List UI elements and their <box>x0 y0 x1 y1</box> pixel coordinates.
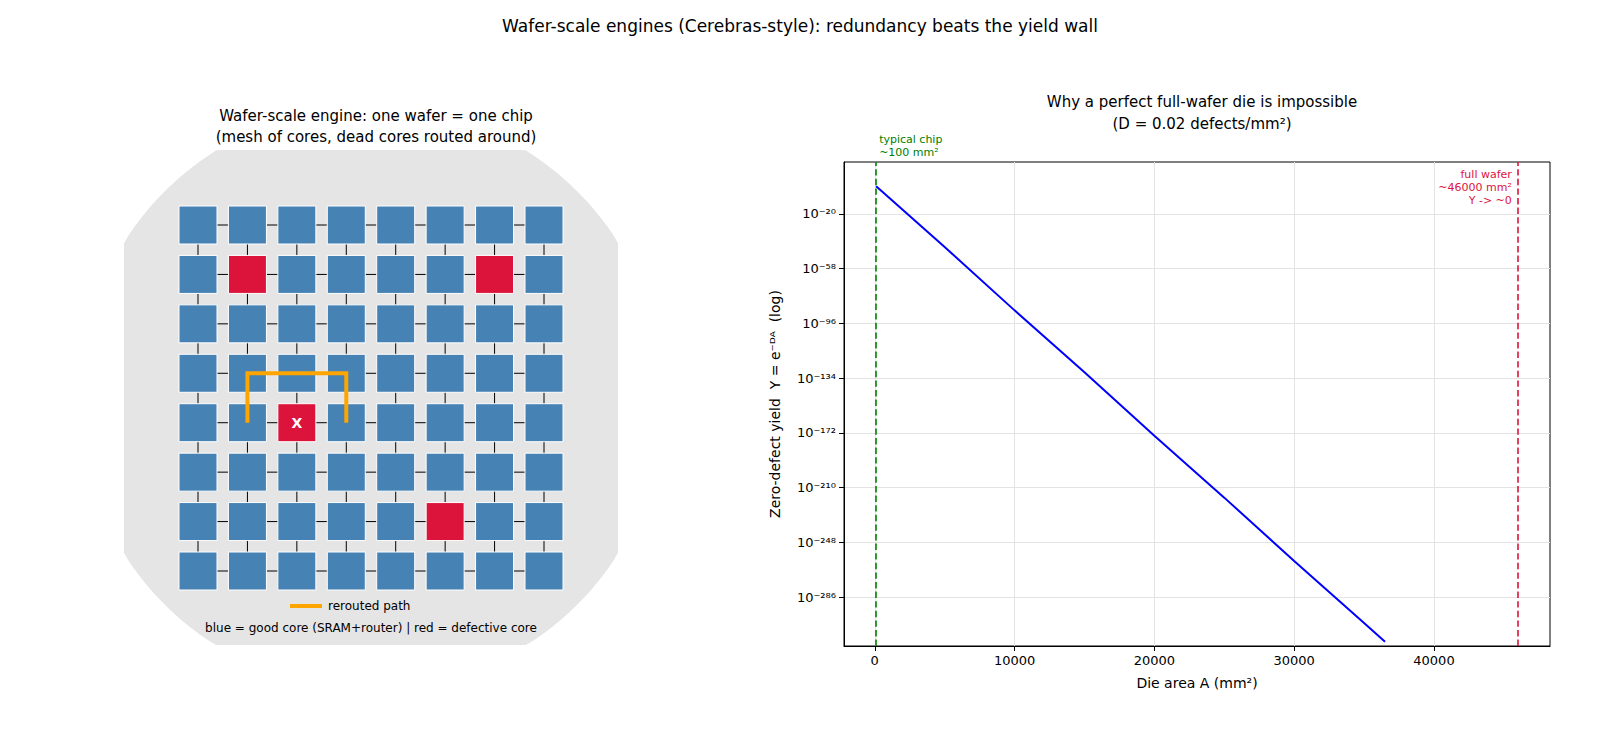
svg-text:Wafer-scale engines (Cerebras-: Wafer-scale engines (Cerebras-style): re… <box>502 16 1098 36</box>
svg-text:0: 0 <box>871 653 879 668</box>
svg-text:10⁻²⁴⁸: 10⁻²⁴⁸ <box>797 535 836 550</box>
svg-text:20000: 20000 <box>1134 653 1175 668</box>
svg-text:(D = 0.02 defects/mm²): (D = 0.02 defects/mm²) <box>1112 115 1291 133</box>
svg-text:rerouted path: rerouted path <box>328 599 410 613</box>
svg-text:~46000 mm²: ~46000 mm² <box>1438 181 1512 194</box>
svg-text:blue = good core (SRAM+router): blue = good core (SRAM+router) | red = d… <box>205 621 537 635</box>
svg-text:full wafer: full wafer <box>1460 168 1512 181</box>
svg-text:10⁻⁹⁶: 10⁻⁹⁶ <box>802 316 836 331</box>
svg-text:10⁻²⁰: 10⁻²⁰ <box>802 206 836 221</box>
svg-text:Why a perfect full-wafer die i: Why a perfect full-wafer die is impossib… <box>1047 93 1357 111</box>
svg-text:Zero-defect yield Y = e⁻ᴰᴬ (: Zero-defect yield Y = e⁻ᴰᴬ (log) <box>767 290 783 518</box>
svg-text:10⁻²¹⁰: 10⁻²¹⁰ <box>797 480 836 495</box>
svg-text:X: X <box>291 415 302 431</box>
svg-text:10⁻¹³⁴: 10⁻¹³⁴ <box>797 371 836 386</box>
svg-text:Wafer-scale engine: one wafer: Wafer-scale engine: one wafer = one chip <box>219 107 533 125</box>
svg-text:10⁻²⁸⁶: 10⁻²⁸⁶ <box>797 590 836 605</box>
svg-text:10000: 10000 <box>994 653 1035 668</box>
svg-text:typical chip: typical chip <box>879 133 942 146</box>
svg-text:Die area A (mm²): Die area A (mm²) <box>1136 675 1257 691</box>
svg-text:10⁻⁵⁸: 10⁻⁵⁸ <box>802 261 836 276</box>
svg-text:10⁻¹⁷²: 10⁻¹⁷² <box>797 425 836 440</box>
svg-text:~100 mm²: ~100 mm² <box>879 146 939 159</box>
svg-text:40000: 40000 <box>1413 653 1454 668</box>
svg-text:30000: 30000 <box>1273 653 1314 668</box>
svg-text:(mesh of cores, dead cores rou: (mesh of cores, dead cores routed around… <box>216 128 537 146</box>
svg-text:Y -> ~0: Y -> ~0 <box>1468 194 1512 207</box>
